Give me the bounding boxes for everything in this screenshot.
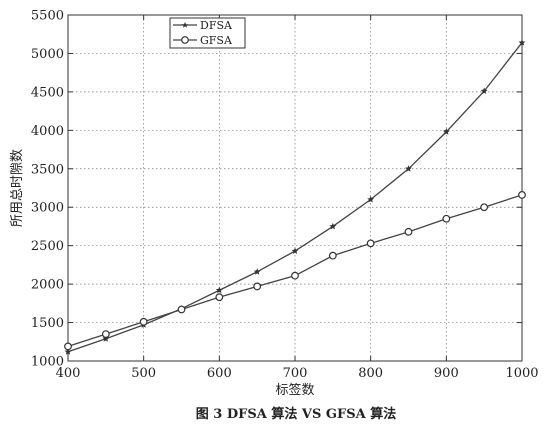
data-point-gfsa-circle-icon xyxy=(518,191,526,199)
figure-caption: 图 3 DFSA 算法 VS GFSA 算法 xyxy=(196,406,396,422)
data-point-gfsa-circle-icon xyxy=(291,271,299,280)
x-tick-label: 700 xyxy=(283,366,308,381)
y-tick-label: 4500 xyxy=(31,85,64,100)
data-point-dfsa-star-icon xyxy=(367,195,375,203)
data-point-gfsa-circle-icon xyxy=(366,239,375,248)
data-point-gfsa-circle-icon xyxy=(442,214,451,223)
series-line-dfsa xyxy=(67,42,523,353)
data-point-dfsa-star-icon xyxy=(253,268,261,275)
series-layer xyxy=(64,39,526,355)
legend-marker-dfsa-star-icon xyxy=(181,22,189,28)
data-point-gfsa-circle-icon xyxy=(64,342,72,351)
data-point-dfsa-star-icon xyxy=(64,348,72,355)
y-tick-label: 1000 xyxy=(31,355,64,370)
y-tick-label: 3500 xyxy=(31,162,64,177)
y-tick-label: 5500 xyxy=(31,9,64,24)
x-tick-label: 600 xyxy=(207,366,232,381)
ticks-layer: 400 500 600 700 800 900 1000 1000 1500 2000 2500 30… xyxy=(31,9,539,382)
data-point-dfsa-star-icon xyxy=(518,39,526,46)
x-tick-label: 1000 xyxy=(505,366,538,381)
x-axis-title: 标签数 xyxy=(275,382,314,398)
y-tick-label: 4000 xyxy=(31,124,64,139)
data-point-gfsa-circle-icon xyxy=(177,305,186,314)
data-point-dfsa-star-icon xyxy=(480,87,488,95)
y-tick-label: 2000 xyxy=(31,278,64,293)
data-point-gfsa-circle-icon xyxy=(139,317,148,326)
legend: DFSA GFSA xyxy=(169,17,246,49)
x-tick-label: 500 xyxy=(131,366,156,381)
data-point-gfsa-circle-icon xyxy=(101,330,110,338)
data-point-gfsa-circle-icon xyxy=(215,293,224,302)
y-axis-title: 所用总时隙数 xyxy=(10,149,25,227)
x-tick-label: 900 xyxy=(434,366,459,381)
data-point-dfsa-star-icon xyxy=(405,165,412,172)
data-point-gfsa-circle-icon xyxy=(328,251,337,260)
data-point-gfsa-circle-icon xyxy=(253,282,262,291)
y-tick-label: 5000 xyxy=(31,47,64,62)
grid-layer xyxy=(68,15,522,361)
y-tick-label: 3000 xyxy=(31,201,64,216)
data-point-dfsa-star-icon xyxy=(329,222,337,230)
legend-label-dfsa: DFSA xyxy=(200,19,233,32)
data-point-dfsa-star-icon xyxy=(215,286,223,294)
x-tick-label: 800 xyxy=(358,366,383,381)
data-point-gfsa-circle-icon xyxy=(480,203,489,212)
legend-label-gfsa: GFSA xyxy=(200,34,233,47)
data-point-dfsa-star-icon xyxy=(102,335,110,342)
data-point-gfsa-circle-icon xyxy=(404,227,413,236)
data-point-dfsa-star-icon xyxy=(291,247,299,254)
data-point-dfsa-star-icon xyxy=(442,128,450,135)
y-tick-label: 1500 xyxy=(31,316,64,331)
legend-box xyxy=(169,17,246,49)
y-tick-label: 2500 xyxy=(31,239,64,254)
legend-marker-gfsa-circle-icon xyxy=(181,36,189,44)
x-tick-label: 400 xyxy=(56,366,81,381)
